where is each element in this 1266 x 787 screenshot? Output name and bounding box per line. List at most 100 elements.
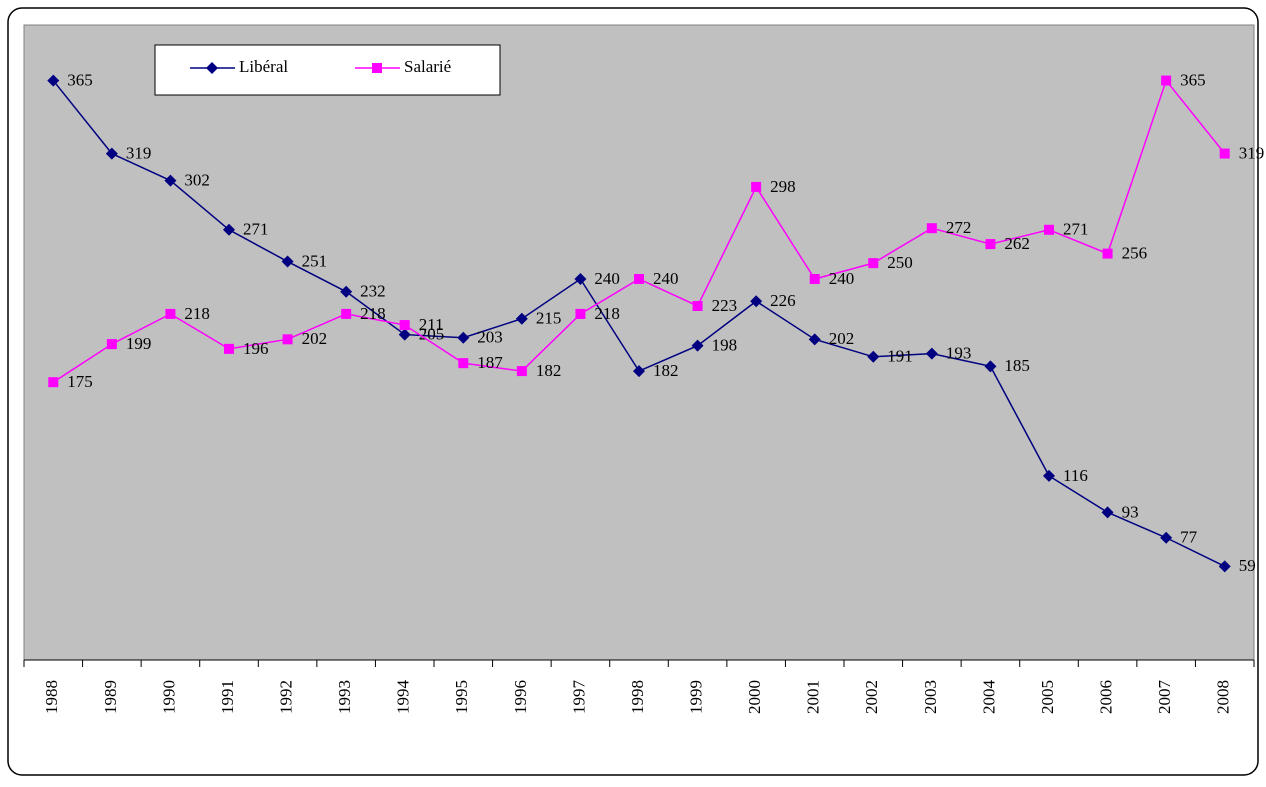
legend-label: Libéral <box>239 57 288 76</box>
data-label: 187 <box>477 353 503 372</box>
x-tick-label: 1988 <box>42 680 61 714</box>
x-tick-label: 2006 <box>1096 680 1115 714</box>
marker <box>868 258 879 269</box>
x-tick-label: 1993 <box>335 680 354 714</box>
marker <box>1101 506 1114 519</box>
marker <box>809 274 820 284</box>
data-label: 365 <box>67 70 93 89</box>
data-label: 182 <box>536 361 562 380</box>
marker <box>751 181 762 192</box>
marker <box>867 350 880 363</box>
data-label: 218 <box>360 304 386 323</box>
data-label: 215 <box>536 309 562 328</box>
x-tick-label: 1994 <box>394 680 413 715</box>
legend-label: Salarié <box>404 57 451 76</box>
x-tick-label: 1997 <box>569 680 588 715</box>
x-tick-label: 2004 <box>979 680 998 715</box>
data-label: 59 <box>1239 556 1256 575</box>
marker <box>164 174 177 187</box>
marker <box>1043 469 1055 482</box>
marker <box>206 62 218 74</box>
data-label: 240 <box>594 269 620 288</box>
marker <box>633 365 645 378</box>
data-label: 298 <box>770 177 796 196</box>
data-label: 202 <box>829 329 855 348</box>
marker <box>691 339 704 352</box>
x-tick-label: 2002 <box>862 680 881 714</box>
data-label: 251 <box>302 251 328 270</box>
marker <box>574 273 587 285</box>
marker <box>575 308 586 319</box>
data-label: 199 <box>126 334 152 353</box>
data-label: 223 <box>712 296 738 315</box>
x-tick-label: 1990 <box>159 680 178 714</box>
marker <box>47 74 60 87</box>
marker <box>224 343 234 354</box>
data-label: 211 <box>419 315 444 334</box>
x-tick-label: 2005 <box>1038 680 1057 714</box>
marker <box>48 377 59 388</box>
marker <box>372 63 382 73</box>
data-label: 202 <box>302 329 328 348</box>
data-label: 191 <box>887 347 913 366</box>
marker <box>223 223 235 236</box>
marker <box>750 295 763 308</box>
data-label: 302 <box>184 170 210 189</box>
marker <box>340 285 353 298</box>
data-label: 218 <box>594 304 620 323</box>
data-label: 271 <box>1063 220 1089 239</box>
data-label: 218 <box>184 304 210 323</box>
data-label: 232 <box>360 282 386 301</box>
marker <box>1102 248 1113 259</box>
marker <box>926 223 937 234</box>
marker <box>1219 148 1230 159</box>
marker <box>282 334 293 345</box>
x-tick-label: 1999 <box>686 680 705 714</box>
marker <box>984 360 997 373</box>
marker <box>692 300 703 311</box>
x-tick-label: 1996 <box>511 680 530 714</box>
data-label: 240 <box>653 269 679 288</box>
data-label: 198 <box>712 336 738 355</box>
x-tick-label: 1991 <box>218 680 237 714</box>
data-label: 272 <box>946 218 972 237</box>
x-tick-label: 1995 <box>452 680 471 714</box>
data-label: 203 <box>477 328 503 347</box>
marker <box>515 312 528 325</box>
marker <box>1218 560 1231 573</box>
marker <box>1161 75 1172 86</box>
marker <box>165 308 176 319</box>
marker <box>925 347 938 360</box>
marker <box>106 339 117 350</box>
marker <box>458 358 469 369</box>
data-label: 365 <box>1180 70 1206 89</box>
x-tick-label: 1998 <box>628 680 647 714</box>
marker <box>985 239 996 250</box>
data-label: 116 <box>1063 466 1088 485</box>
data-label: 93 <box>1122 502 1139 521</box>
marker <box>634 274 644 284</box>
x-tick-label: 1992 <box>276 680 295 714</box>
marker <box>516 366 527 377</box>
data-label: 175 <box>67 372 93 391</box>
data-label: 271 <box>243 220 269 239</box>
data-label: 240 <box>829 269 855 288</box>
data-label: 77 <box>1180 528 1198 547</box>
marker <box>341 308 352 319</box>
x-tick-label: 2007 <box>1155 680 1174 715</box>
data-label: 226 <box>770 291 796 310</box>
x-tick-label: 1989 <box>101 680 120 714</box>
data-label: 196 <box>243 339 269 358</box>
plot-area <box>23 24 1255 661</box>
data-label: 182 <box>653 361 679 380</box>
marker <box>281 255 294 268</box>
data-label: 256 <box>1122 244 1148 263</box>
data-label: 319 <box>126 143 152 162</box>
marker <box>1044 224 1054 235</box>
marker <box>105 147 118 160</box>
marker <box>398 328 411 341</box>
x-tick-label: 2000 <box>745 680 764 714</box>
marker <box>808 333 821 346</box>
data-label: 319 <box>1239 143 1265 162</box>
